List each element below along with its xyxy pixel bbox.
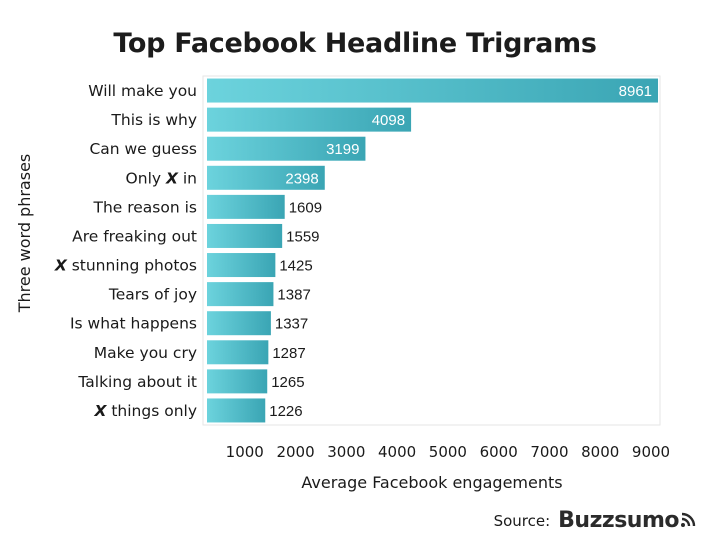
bar <box>207 311 271 336</box>
category-label: Are freaking out <box>72 227 197 245</box>
category-label: Only X in <box>126 169 197 187</box>
value-label: 2398 <box>285 170 318 187</box>
bar <box>207 369 268 394</box>
x-tick-label: 2000 <box>276 443 314 461</box>
category-label: Talking about it <box>77 373 197 391</box>
plot-frame <box>202 75 661 426</box>
y-axis-title: Three word phrases <box>15 154 34 314</box>
plot-area-border <box>202 75 661 426</box>
category-label: Will make you <box>88 82 197 100</box>
bars-group: Will make you 8961 This is why 4098 Can we g… <box>54 78 659 423</box>
bar <box>207 78 659 103</box>
category-label: Make you cry <box>94 344 197 362</box>
value-label: 1609 <box>289 199 322 216</box>
category-label: Is what happens <box>70 315 197 333</box>
category-label: This is why <box>110 111 197 129</box>
bar <box>207 194 285 219</box>
x-ticks-group: 1000 2000 3000 4000 5000 6000 7000 8000 9000 <box>226 443 670 461</box>
value-label: 1337 <box>275 316 308 333</box>
x-tick-label: 1000 <box>226 443 264 461</box>
category-label: Tears of joy <box>108 286 197 304</box>
value-label: 1425 <box>279 258 312 275</box>
x-tick-label: 5000 <box>429 443 467 461</box>
bar <box>207 165 325 190</box>
bar <box>207 253 276 278</box>
x-axis-title: Average Facebook engagements <box>301 473 562 492</box>
x-tick-label: 7000 <box>530 443 568 461</box>
brand-name: Buzzsumo <box>558 508 679 533</box>
bar <box>207 340 269 365</box>
value-label: 1559 <box>286 228 319 245</box>
brand-logo: Buzzsumo <box>558 508 696 533</box>
x-tick-label: 6000 <box>480 443 518 461</box>
value-label: 3199 <box>326 141 359 158</box>
bar <box>207 398 266 423</box>
category-label: The reason is <box>92 198 197 216</box>
chart-title: Top Facebook Headline Trigrams <box>113 28 597 59</box>
value-label: 1387 <box>277 287 310 304</box>
x-tick-label: 4000 <box>378 443 416 461</box>
source-credit: Source: Buzzsumo <box>494 508 696 533</box>
value-label: 1287 <box>272 345 305 362</box>
value-label: 8961 <box>619 83 652 100</box>
source-label: Source: <box>493 511 551 530</box>
value-label: 1226 <box>269 403 302 420</box>
x-tick-label: 9000 <box>632 443 670 461</box>
signal-waves-icon <box>681 512 696 527</box>
bar <box>207 136 366 161</box>
category-label: Can we guess <box>89 140 197 158</box>
bar <box>207 223 283 248</box>
x-tick-label: 3000 <box>327 443 365 461</box>
bar <box>207 282 274 307</box>
bar <box>207 107 412 132</box>
category-label: X things only <box>93 402 197 420</box>
value-label: 1265 <box>271 374 304 391</box>
x-tick-label: 8000 <box>581 443 619 461</box>
value-label: 4098 <box>372 112 405 129</box>
category-label: X stunning photos <box>54 257 197 275</box>
